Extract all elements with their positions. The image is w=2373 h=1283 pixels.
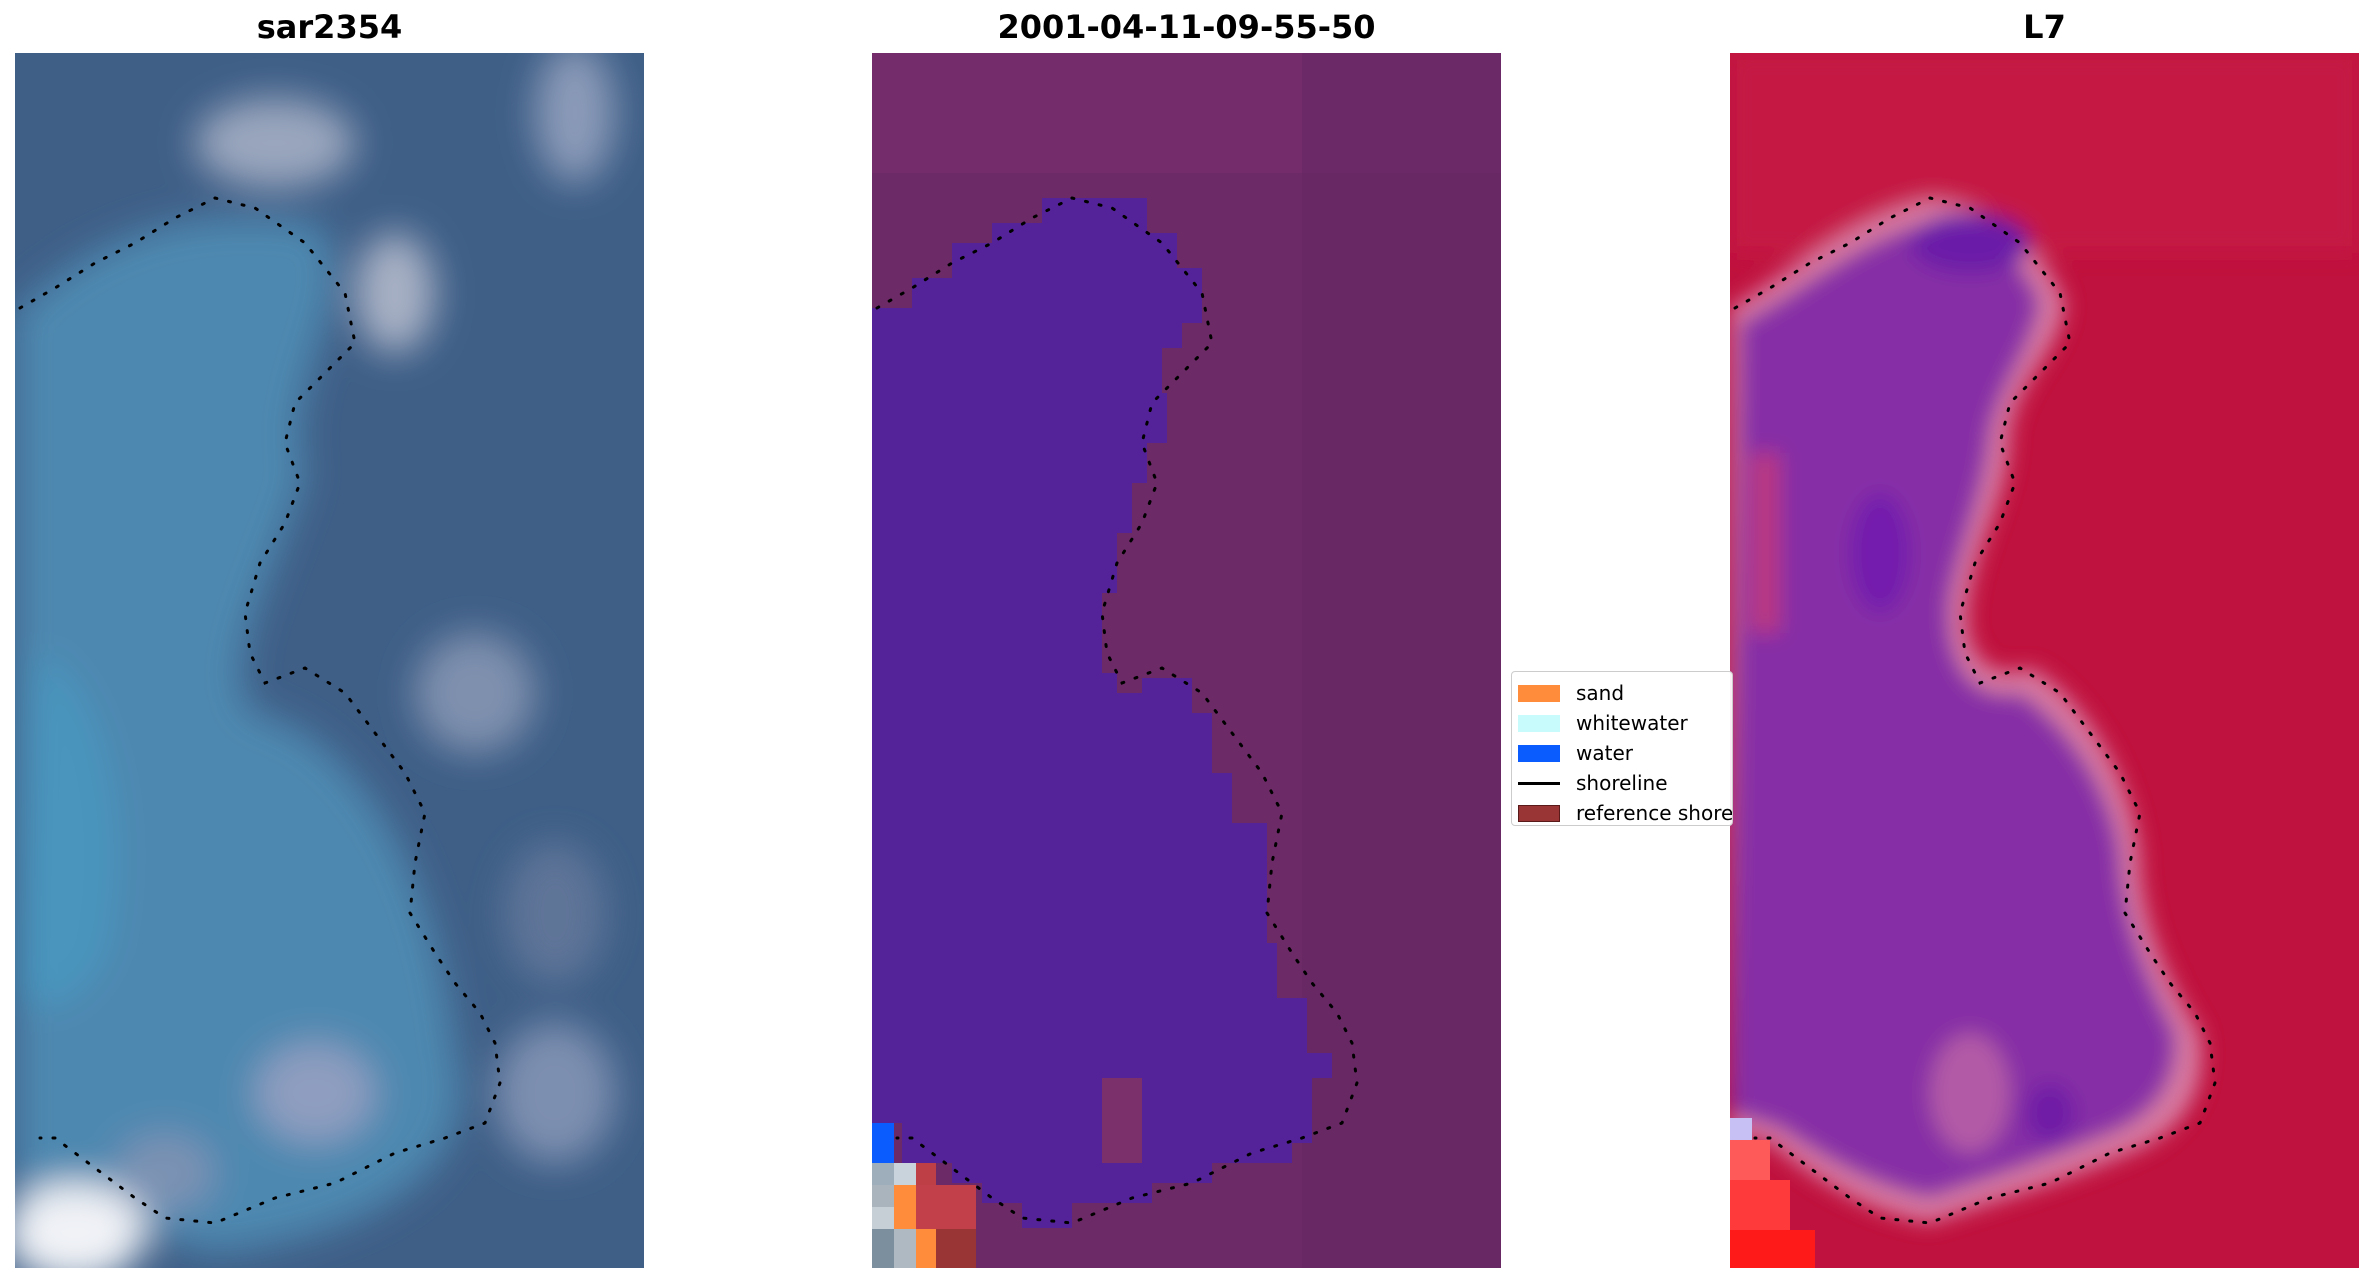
water-swatch <box>1518 744 1560 762</box>
panel-title-rgb: sar2354 <box>256 8 403 46</box>
legend-item-reference-shoreline: reference shoreline <box>1512 798 1733 825</box>
legend-item-shoreline: shoreline <box>1512 768 1732 798</box>
legend-label: whitewater <box>1576 711 1688 735</box>
legend: sand whitewater water shoreline referenc… <box>1511 671 1733 826</box>
reference-shoreline-swatch <box>1518 804 1560 822</box>
legend-item-sand: sand <box>1512 678 1732 708</box>
panel-title-index: L7 <box>2023 8 2066 46</box>
legend-item-whitewater: whitewater <box>1512 708 1732 738</box>
sand-swatch <box>1518 684 1560 702</box>
shoreline-line-swatch <box>1518 781 1560 785</box>
classification-image <box>872 53 1501 1268</box>
legend-item-water: water <box>1512 738 1732 768</box>
legend-label: shoreline <box>1576 771 1668 795</box>
legend-label: water <box>1576 741 1633 765</box>
panel-title-classification: 2001-04-11-09-55-50 <box>997 8 1376 46</box>
whitewater-swatch <box>1518 714 1560 732</box>
legend-label: reference shoreline <box>1576 801 1733 825</box>
rgb-satellite-image <box>15 53 644 1268</box>
legend-label: sand <box>1576 681 1625 705</box>
index-image <box>1730 53 2359 1268</box>
